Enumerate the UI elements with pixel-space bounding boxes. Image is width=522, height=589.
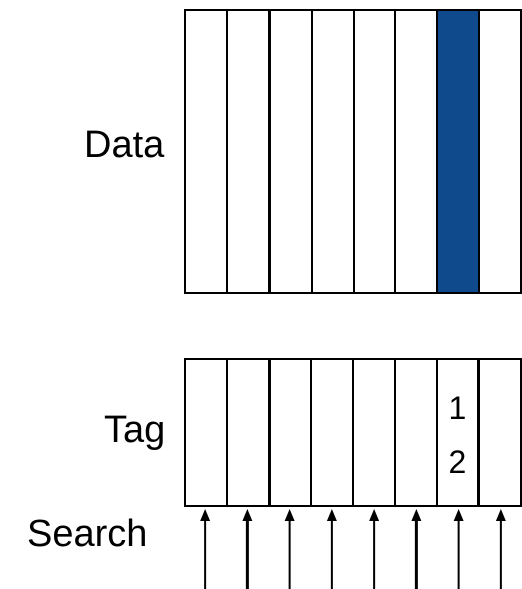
data-cell-highlighted: [438, 11, 481, 292]
data-cell: [396, 11, 439, 292]
tag-cell: [271, 360, 313, 505]
up-arrow-icon: [453, 509, 464, 589]
up-arrow-icon: [284, 509, 295, 589]
tag-cell: [312, 360, 354, 505]
tag-cell: [396, 360, 438, 505]
tag-cell: [480, 360, 522, 505]
data-cell: [313, 11, 355, 292]
up-arrow-icon: [200, 509, 211, 589]
up-arrow-icon: [326, 509, 337, 589]
search-arrows: [200, 509, 506, 589]
tag-cell-matched: 1 2: [438, 360, 481, 505]
up-arrow-icon: [242, 509, 253, 589]
tag-cell: [228, 360, 271, 505]
up-arrow-icon: [411, 509, 422, 589]
tag-cell: [186, 360, 228, 505]
data-cell: [355, 11, 397, 292]
data-cell: [271, 11, 313, 292]
tag-array-label: Tag: [104, 409, 166, 451]
up-arrow-icon: [369, 509, 380, 589]
data-array: [184, 9, 522, 294]
up-arrow-icon: [495, 509, 506, 589]
tag-entry-2: 2: [448, 444, 467, 480]
tag-cell: [354, 360, 396, 505]
data-array-label: Data: [84, 124, 165, 166]
tag-array: 1 2: [184, 358, 522, 507]
search-label: Search: [27, 513, 148, 555]
data-cell: [480, 11, 522, 292]
data-cell: [228, 11, 271, 292]
data-cell: [186, 11, 228, 292]
tag-entry-1: 1: [448, 390, 467, 426]
